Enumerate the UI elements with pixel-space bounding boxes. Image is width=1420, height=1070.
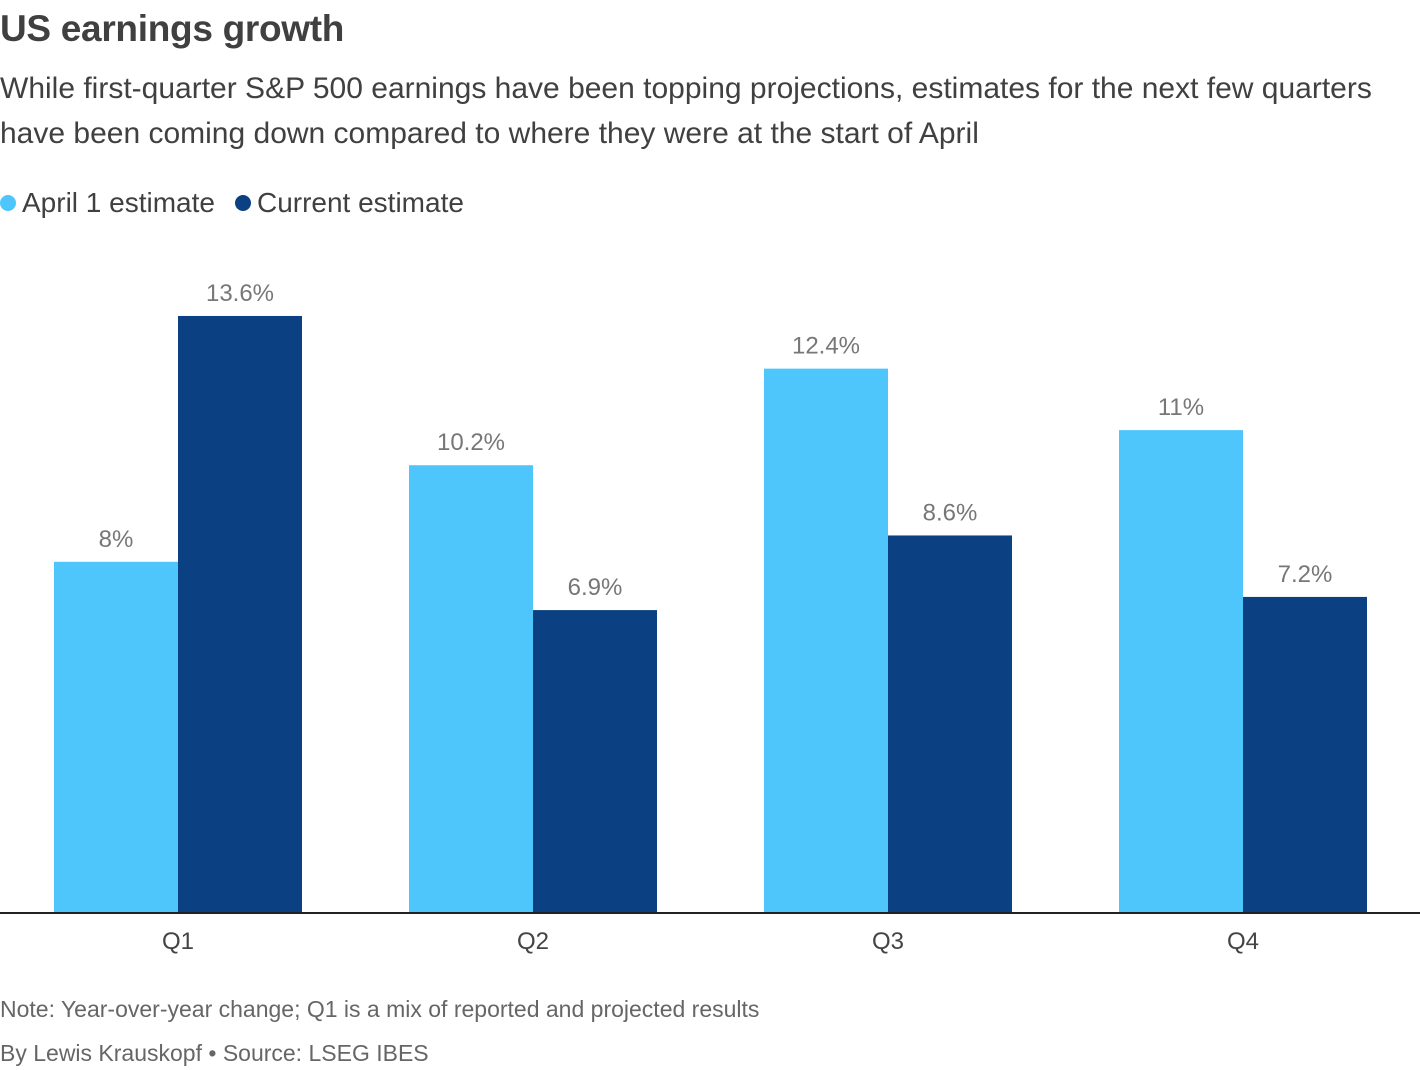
chart-credit: By Lewis Krauskopf • Source: LSEG IBES [0,1040,429,1066]
legend-label-current: Current estimate [256,187,464,218]
data-label-april-1-estimate-q1: 8% [99,526,134,553]
data-label-current-estimate-q2: 6.9% [568,574,623,601]
bar-current-estimate-q4 [1243,596,1367,913]
chart-subtitle: While first-quarter S&P 500 earnings hav… [0,72,1372,150]
legend: April 1 estimate Current estimate [0,187,484,219]
x-tick-label-q4: Q4 [1227,928,1259,955]
data-label-april-1-estimate-q4: 11% [1158,394,1204,421]
bar-april-1-estimate-q3 [764,368,888,913]
legend-item-current: Current estimate [234,187,464,219]
x-tick-label-q1: Q1 [162,928,194,955]
bar-chart: 8% 13.6% Q1 10.2% 6.9% Q2 12.4% 8.6% Q3 11% 7.2% Q4 [0,280,1420,955]
bar-april-1-estimate-q1 [54,561,178,913]
chart-title: US earnings growth [0,8,345,49]
x-tick-label-q3: Q3 [872,928,904,955]
data-label-current-estimate-q1: 13.6% [206,280,274,307]
x-tick-label-q2: Q2 [517,928,549,955]
data-label-current-estimate-q3: 8.6% [923,499,978,526]
bar-april-1-estimate-q4 [1119,430,1243,913]
legend-swatch-current [234,195,251,211]
legend-item-april: April 1 estimate [0,187,215,219]
bar-april-1-estimate-q2 [409,465,533,913]
bar-current-estimate-q1 [178,315,302,914]
data-label-current-estimate-q4: 7.2% [1278,561,1333,588]
bar-current-estimate-q3 [888,535,1012,913]
legend-swatch-april [0,195,16,211]
legend-label-april: April 1 estimate [22,187,215,218]
chart-note: Note: Year-over-year change; Q1 is a mix… [0,996,760,1022]
bar-current-estimate-q2 [533,610,657,913]
data-label-april-1-estimate-q2: 10.2% [437,429,505,456]
data-label-april-1-estimate-q3: 12.4% [792,333,860,360]
